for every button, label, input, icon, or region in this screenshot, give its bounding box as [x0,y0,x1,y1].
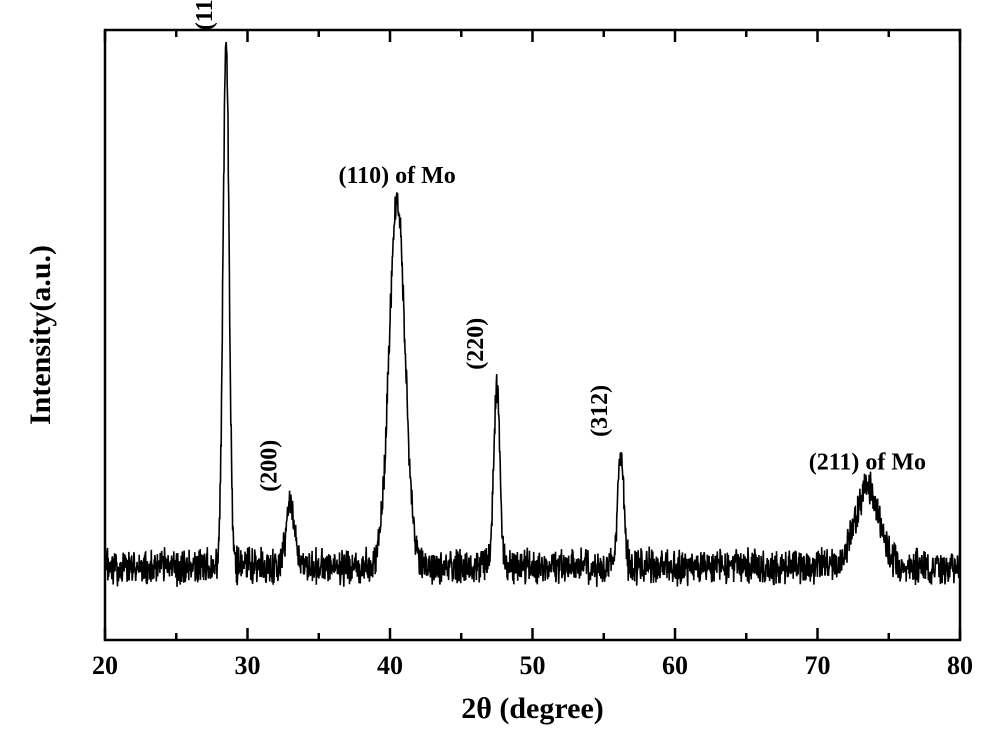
x-tick-label: 60 [662,651,688,680]
x-axis-label: 2θ (degree) [461,692,604,725]
xrd-chart: 20 30 40 50 60 70 80 2θ (degree) Intensity(a.u.)… [0,0,1000,755]
peak-label: (220) [463,318,489,370]
peak-label: (200) [256,440,282,492]
x-tick-label: 50 [520,651,546,680]
peak-label: (112) [192,0,218,30]
x-tick-label: 30 [235,651,261,680]
peak-label: (312) [587,385,613,437]
y-axis-label: Intensity(a.u.) [24,245,57,425]
x-tick-label: 80 [947,651,973,680]
peak-label: (110) of Mo [338,163,455,189]
chart-svg: 20 30 40 50 60 70 80 2θ (degree) Intensity(a.u.)… [0,0,1000,755]
x-tick-label: 40 [377,651,403,680]
peak-label: (211) of Mo [809,450,926,476]
x-tick-label: 20 [92,651,118,680]
x-tick-label: 70 [805,651,831,680]
